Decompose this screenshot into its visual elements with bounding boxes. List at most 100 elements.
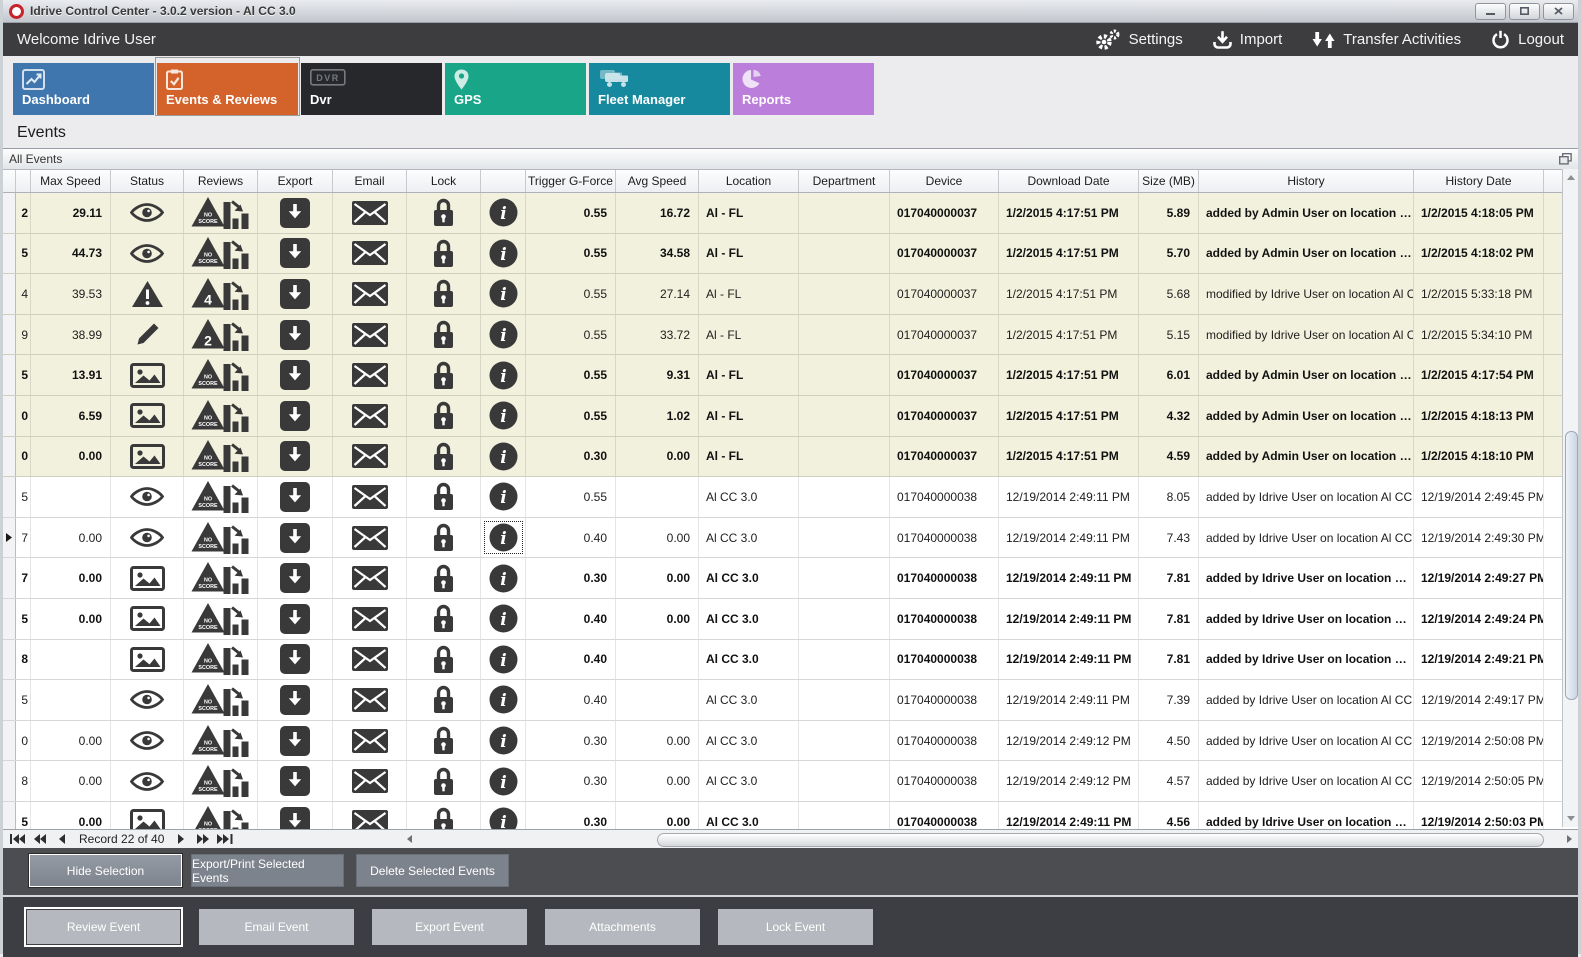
attachments-button[interactable]: Attachments (545, 909, 700, 945)
scroll-left-icon[interactable] (403, 835, 417, 843)
vscroll-thumb[interactable] (1565, 431, 1578, 700)
row-gutter[interactable] (3, 558, 16, 598)
email-event-button[interactable]: Email Event (199, 909, 354, 945)
export-button[interactable] (258, 233, 333, 274)
tab-reports[interactable]: Reports (733, 63, 874, 115)
column-header-download-date[interactable]: Download Date (999, 170, 1139, 192)
maximize-button[interactable] (1509, 2, 1540, 20)
tab-gps[interactable]: GPS (445, 63, 586, 115)
export-button[interactable] (258, 436, 333, 477)
logout-button[interactable]: Logout (1491, 30, 1564, 49)
next-record-button[interactable] (170, 831, 192, 847)
table-row[interactable]: 5 NO SCORE i 0.55 Al CC 3.0 017040000038 12/1… (3, 477, 1578, 518)
hscroll-track[interactable] (417, 832, 1562, 847)
import-button[interactable]: Import (1212, 30, 1282, 49)
column-header-trigger-g-force[interactable]: Trigger G-Force (526, 170, 616, 192)
email-button[interactable] (333, 720, 407, 761)
column-header-reviews[interactable]: Reviews (184, 170, 258, 192)
export-button[interactable] (258, 274, 333, 314)
export-button[interactable] (258, 558, 333, 598)
column-header-status[interactable]: Status (111, 170, 184, 192)
table-row[interactable]: 2 29.11 NO SCORE i 0.55 16.72 Al - FL 01704000… (3, 193, 1578, 234)
lock-button[interactable] (407, 193, 481, 233)
info-button[interactable]: i (481, 436, 526, 477)
info-button[interactable]: i (481, 355, 526, 395)
column-header-export[interactable]: Export (258, 170, 333, 192)
lock-button[interactable] (407, 274, 481, 314)
lock-button[interactable] (407, 395, 481, 436)
row-gutter[interactable] (3, 314, 16, 355)
info-button[interactable]: i (481, 558, 526, 598)
table-row[interactable]: 0 0.00 NO SCORE i 0.30 0.00 Al - FL 0170400000… (3, 436, 1578, 478)
column-header-avg-speed[interactable]: Avg Speed (616, 170, 699, 192)
column-header-location[interactable]: Location (699, 170, 799, 192)
table-row[interactable]: 5 13.91 NO SCORE i 0.55 9.31 Al - FL 017040000… (3, 355, 1578, 396)
row-gutter[interactable] (3, 436, 16, 477)
row-gutter[interactable] (3, 274, 16, 314)
info-button[interactable]: i (481, 274, 526, 314)
email-button[interactable] (333, 193, 407, 233)
vertical-scrollbar[interactable] (1562, 169, 1578, 827)
info-button[interactable]: i (481, 477, 526, 517)
export-event-button[interactable]: Export Event (372, 909, 527, 945)
last-record-button[interactable] (214, 831, 236, 847)
email-button[interactable] (333, 680, 407, 720)
row-gutter[interactable] (3, 193, 16, 233)
row-gutter[interactable] (3, 680, 16, 720)
row-gutter[interactable] (3, 355, 16, 395)
lock-event-button[interactable]: Lock Event (718, 909, 873, 945)
tab-fleet-manager[interactable]: Fleet Manager (589, 63, 730, 115)
export-button[interactable] (258, 720, 333, 761)
table-row[interactable]: 5 44.73 NO SCORE i 0.55 34.58 Al - FL 01704000… (3, 233, 1578, 275)
scroll-up-icon[interactable] (1564, 170, 1577, 185)
info-button[interactable]: i (481, 761, 526, 801)
lock-button[interactable] (407, 720, 481, 761)
scroll-down-icon[interactable] (1564, 811, 1577, 826)
row-gutter[interactable] (3, 761, 16, 801)
info-button[interactable]: i (481, 233, 526, 274)
lock-button[interactable] (407, 598, 481, 639)
transfer-activities-button[interactable]: Transfer Activities (1312, 31, 1461, 49)
lock-button[interactable] (407, 761, 481, 801)
review-event-button[interactable]: Review Event (26, 909, 181, 945)
export-button[interactable] (258, 639, 333, 680)
row-gutter[interactable] (3, 720, 16, 761)
email-button[interactable] (333, 436, 407, 477)
scroll-right-icon[interactable] (1562, 835, 1576, 843)
delete-selected-events-button[interactable]: Delete Selected Events (356, 854, 509, 887)
first-record-button[interactable] (7, 831, 29, 847)
row-gutter[interactable] (3, 801, 16, 829)
export-button[interactable] (258, 314, 333, 355)
email-button[interactable] (333, 477, 407, 517)
table-row[interactable]: 0 0.00 NO SCORE i 0.30 0.00 Al CC 3.0 01704000… (3, 720, 1578, 762)
table-row[interactable]: 9 38.99 2 i 0.55 33.72 Al - FL 017040000037 1/… (3, 314, 1578, 356)
column-header-lock[interactable]: Lock (407, 170, 481, 192)
lock-button[interactable] (407, 517, 481, 558)
export-button[interactable] (258, 395, 333, 436)
table-row[interactable]: 8 0.00 NO SCORE i 0.30 0.00 Al CC 3.0 01704000… (3, 761, 1578, 802)
tab-dvr[interactable]: DVR Dvr (301, 63, 442, 115)
table-row[interactable]: 7 0.00 NO SCORE i 0.30 0.00 Al CC 3.0 01704000… (3, 558, 1578, 599)
info-button[interactable]: i (481, 598, 526, 639)
info-button[interactable]: i (481, 193, 526, 233)
email-button[interactable] (333, 314, 407, 355)
lock-button[interactable] (407, 680, 481, 720)
export-button[interactable] (258, 598, 333, 639)
row-gutter[interactable] (3, 639, 16, 680)
export-button[interactable] (258, 680, 333, 720)
info-button[interactable]: i (481, 801, 526, 829)
close-button[interactable] (1543, 2, 1574, 20)
hscroll-thumb[interactable] (657, 832, 1544, 847)
row-gutter[interactable] (3, 477, 16, 517)
table-row[interactable]: 0 6.59 NO SCORE i 0.55 1.02 Al - FL 0170400000… (3, 395, 1578, 437)
email-button[interactable] (333, 233, 407, 274)
lock-button[interactable] (407, 477, 481, 517)
info-button[interactable]: i (481, 680, 526, 720)
email-button[interactable] (333, 355, 407, 395)
column-header-info[interactable] (481, 170, 526, 192)
table-row[interactable]: 7 0.00 NO SCORE i 0.40 0.00 Al CC 3.0 01704000… (3, 517, 1578, 559)
hide-selection-button[interactable]: Hide Selection (29, 854, 182, 887)
email-button[interactable] (333, 801, 407, 829)
row-gutter[interactable] (3, 598, 16, 639)
